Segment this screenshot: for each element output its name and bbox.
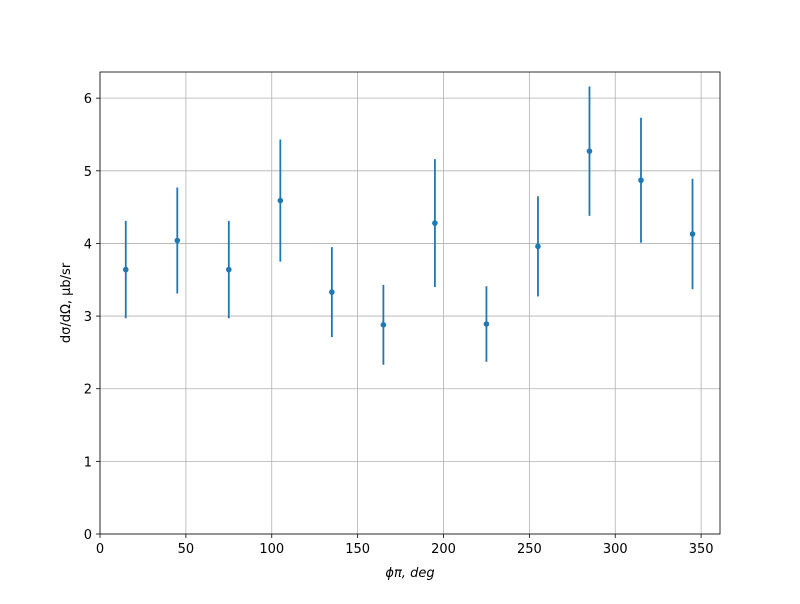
x-tick-label: 50 [178, 542, 195, 557]
x-tick-label: 0 [96, 542, 104, 557]
data-point [689, 231, 696, 237]
data-point [535, 243, 541, 250]
x-axis-label: ϕπ, deg [385, 566, 434, 581]
data-point [380, 321, 387, 328]
data-point [483, 321, 490, 327]
y-tick-label: 0 [84, 528, 92, 543]
data-point [122, 266, 129, 273]
y-tick-label: 2 [84, 383, 92, 398]
x-tick-label: 150 [345, 542, 370, 557]
data-point [174, 237, 181, 244]
y-axis-label: dσ/dΩ, μb/sr [59, 262, 74, 343]
y-tick-label: 4 [84, 237, 92, 252]
data-point [329, 289, 335, 295]
data-point [638, 177, 644, 184]
y-tick-label: 6 [84, 92, 92, 107]
x-tick-label: 300 [603, 542, 628, 557]
x-tick-label: 250 [517, 542, 542, 557]
data-point [226, 266, 232, 273]
data-point [586, 148, 593, 154]
y-tick-label: 5 [84, 165, 92, 180]
data-point [432, 220, 438, 226]
x-tick-label: 200 [431, 542, 456, 557]
plot-frame [99, 71, 721, 535]
x-tick-label: 100 [259, 542, 284, 557]
y-tick-label: 3 [84, 310, 92, 325]
y-tick-label: 1 [84, 455, 92, 470]
data-point [277, 197, 284, 204]
x-tick-label: 350 [689, 542, 714, 557]
